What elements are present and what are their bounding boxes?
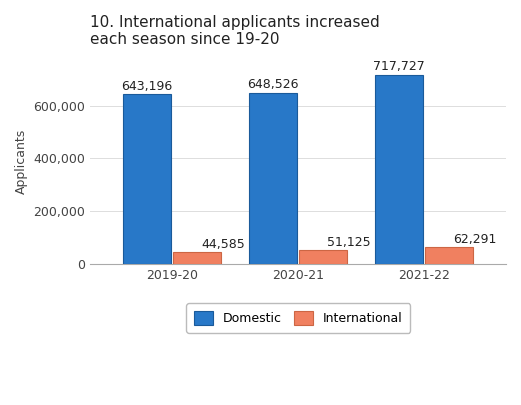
Legend: Domestic, International: Domestic, International xyxy=(187,303,410,333)
Bar xyxy=(249,93,297,264)
Text: 51,125: 51,125 xyxy=(327,236,371,249)
Bar xyxy=(425,247,473,264)
Text: 10. International applicants increased
each season since 19-20: 10. International applicants increased e… xyxy=(90,15,380,47)
Bar xyxy=(123,94,171,264)
Text: 62,291: 62,291 xyxy=(453,233,497,246)
Y-axis label: Applicants: Applicants xyxy=(15,128,28,194)
Text: 643,196: 643,196 xyxy=(121,80,172,93)
Text: 717,727: 717,727 xyxy=(373,60,425,73)
Text: 44,585: 44,585 xyxy=(201,238,245,251)
Text: 648,526: 648,526 xyxy=(247,78,299,92)
Bar xyxy=(173,252,221,264)
Bar xyxy=(375,75,423,264)
Bar xyxy=(300,250,348,264)
